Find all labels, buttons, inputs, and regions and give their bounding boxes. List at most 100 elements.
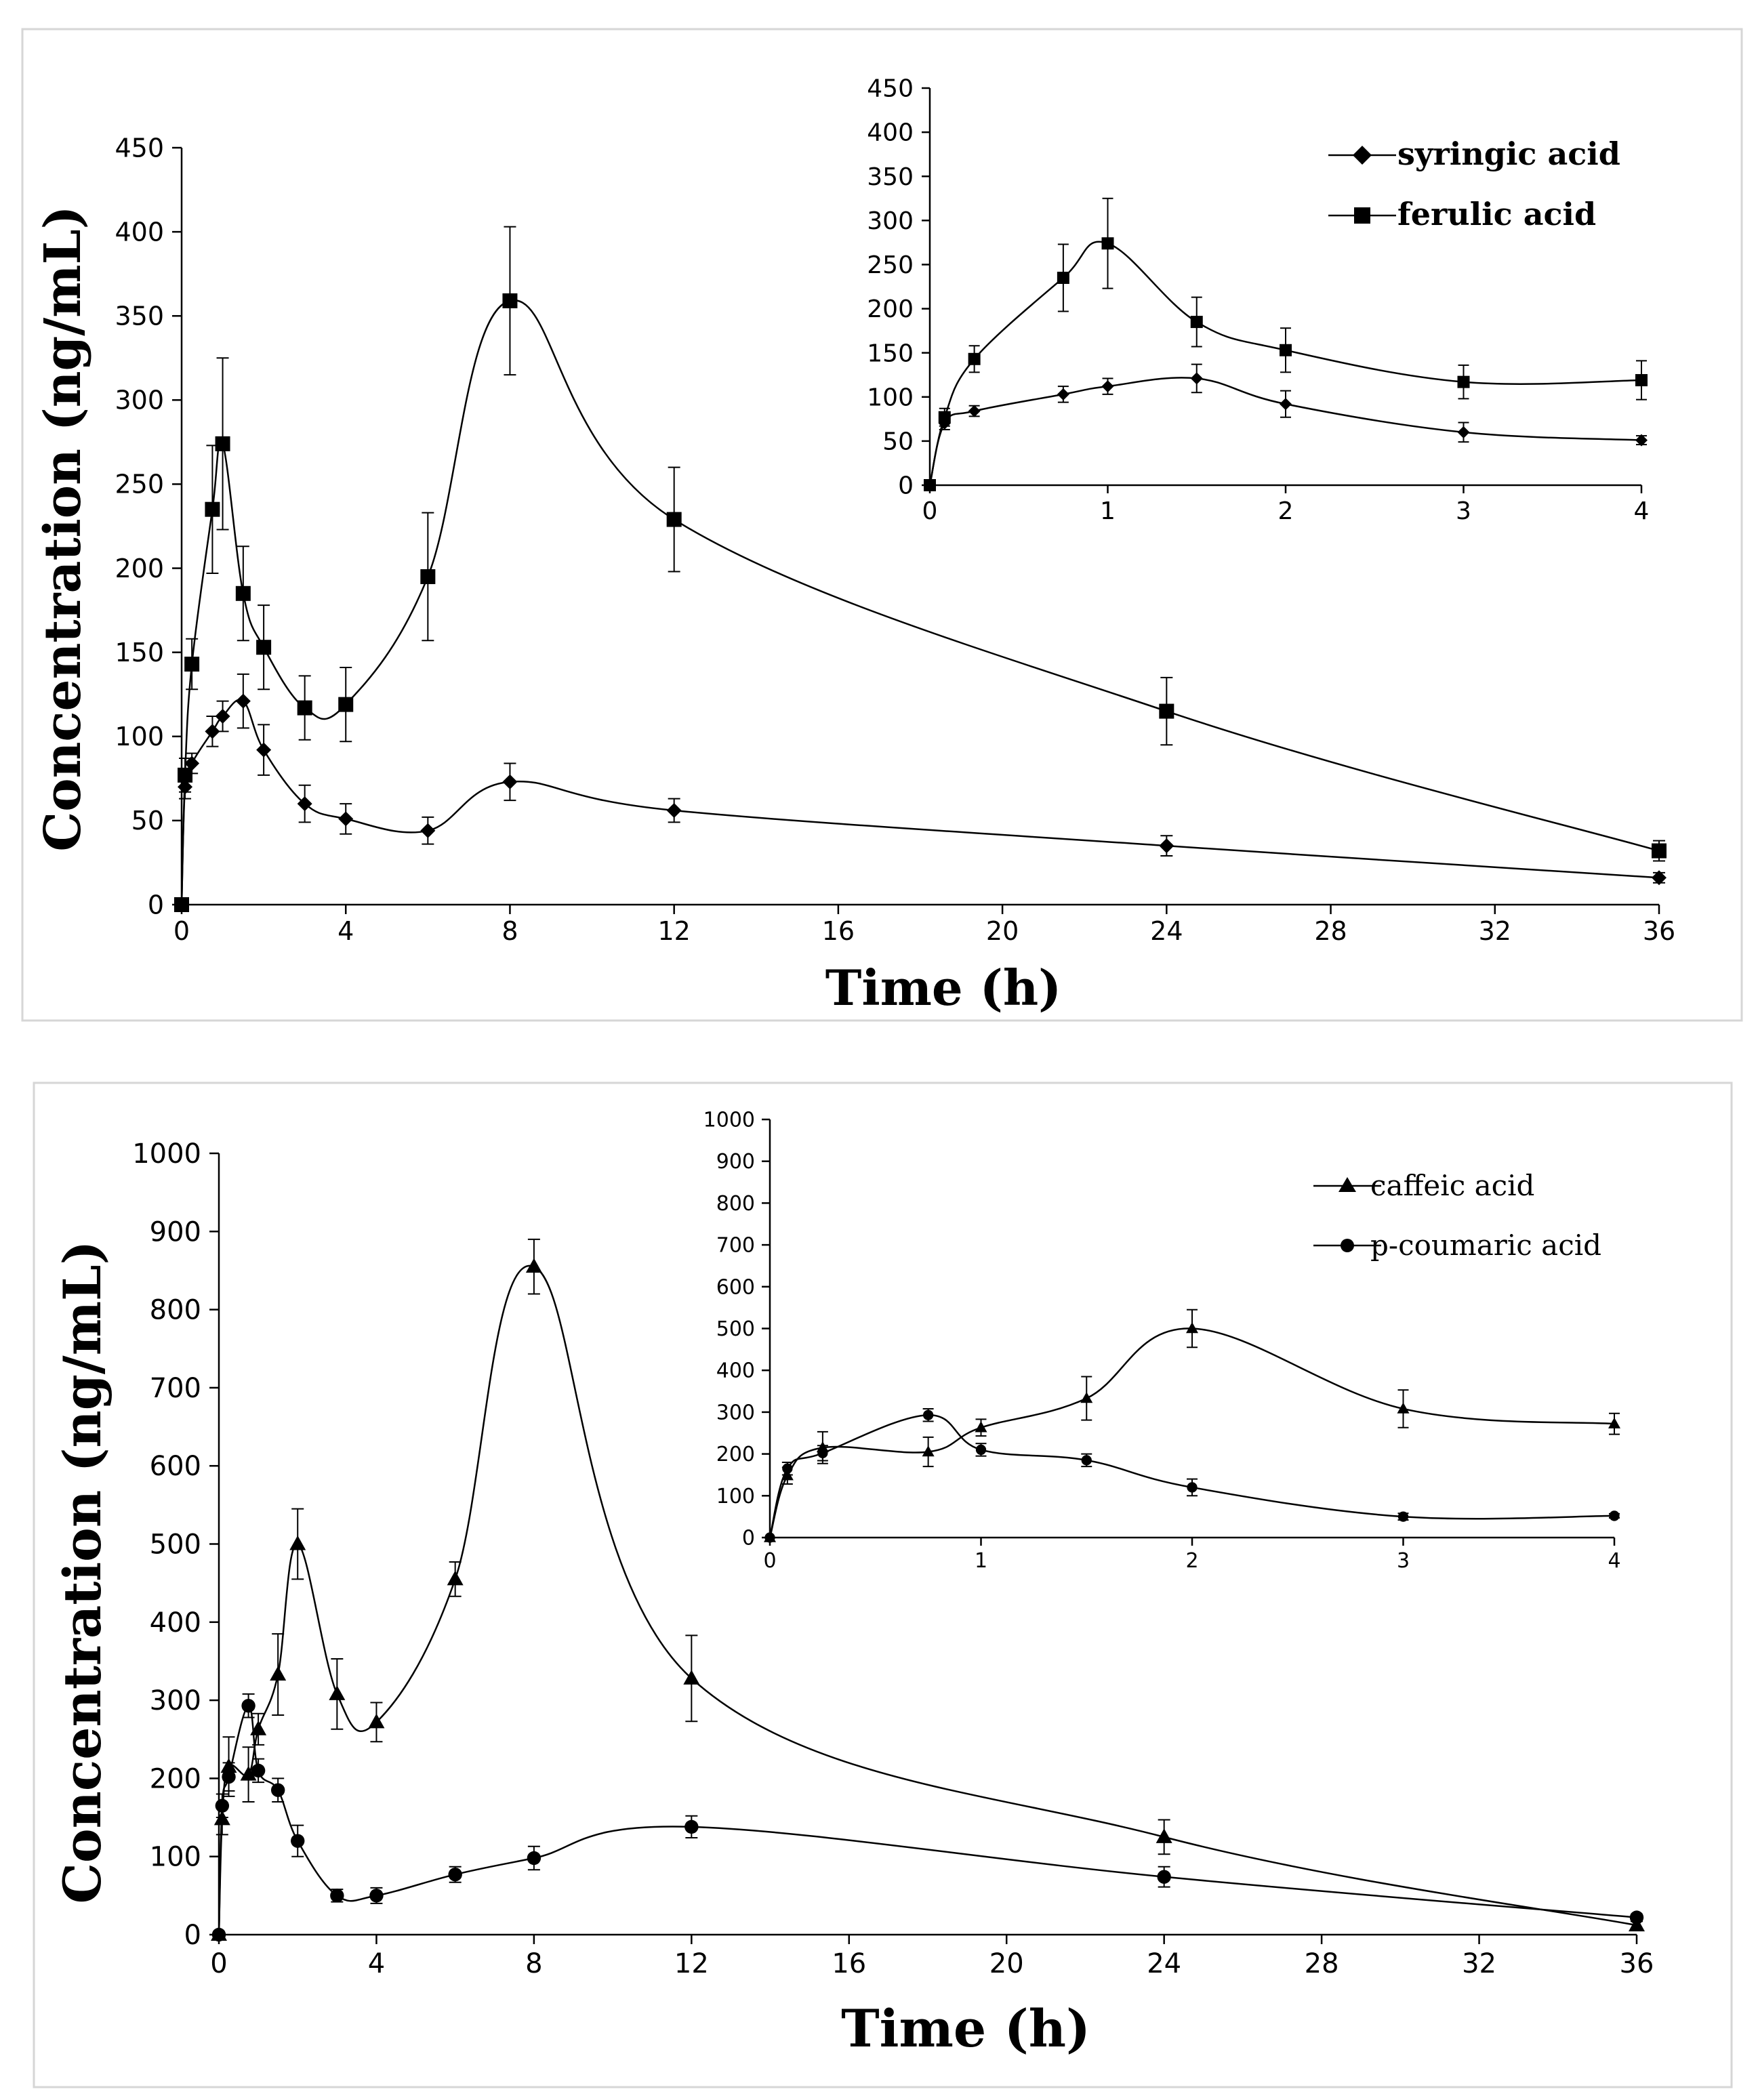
y-tick-label: 0 — [184, 1920, 201, 1951]
y-tick-label: 400 — [867, 119, 914, 147]
triangle-marker — [1397, 1402, 1410, 1414]
circle-marker — [369, 1889, 384, 1903]
diamond-marker — [420, 823, 436, 838]
circle-marker — [1397, 1511, 1409, 1522]
diamond-marker — [1101, 380, 1114, 393]
legend-label-p-coumaric: p-coumaric acid — [1370, 1229, 1601, 1262]
square-marker — [174, 897, 189, 912]
triangle-marker — [270, 1666, 287, 1681]
circle-marker — [222, 1769, 236, 1784]
x-tick-label: 8 — [525, 1948, 542, 1979]
y-tick-label: 350 — [867, 163, 914, 191]
diamond-marker — [666, 802, 682, 818]
circle-marker — [1187, 1482, 1198, 1493]
x-tick-label: 0 — [763, 1549, 776, 1573]
square-marker — [924, 479, 936, 491]
legend-square-icon — [1354, 207, 1370, 224]
circle-marker — [1157, 1870, 1171, 1884]
square-marker — [968, 352, 981, 365]
diamond-marker — [338, 811, 354, 827]
triangle-marker — [1608, 1417, 1620, 1428]
circle-marker — [251, 1763, 266, 1778]
y-tick-label: 150 — [115, 638, 164, 667]
x-tick-label: 3 — [1456, 497, 1471, 525]
circle-marker — [1609, 1510, 1620, 1521]
diamond-marker — [1159, 838, 1174, 854]
diamond-marker — [1190, 372, 1203, 385]
square-marker — [235, 585, 251, 601]
x-tick-label: 2 — [1278, 497, 1294, 525]
x-tick-label: 1 — [1100, 497, 1116, 525]
x-tick-label: 20 — [989, 1948, 1024, 1979]
series-line — [180, 699, 1660, 905]
square-marker — [666, 512, 682, 527]
square-marker — [420, 569, 436, 584]
circle-marker — [817, 1447, 828, 1459]
bottom-main-plot: 0 4 8 12 16 20 24 28 32 3601002003004005006007008… — [132, 1138, 1654, 1979]
square-marker — [1057, 271, 1069, 284]
y-tick-label: 350 — [115, 302, 164, 331]
triangle-marker — [525, 1258, 542, 1273]
triangle-marker — [250, 1721, 267, 1735]
y-tick-label: 0 — [898, 472, 914, 500]
x-tick-label: 20 — [986, 916, 1019, 946]
bottom-y-axis-title: Concentration (ng/mL) — [52, 1240, 113, 1903]
circle-marker — [782, 1463, 793, 1474]
square-marker — [502, 293, 518, 308]
square-marker — [178, 767, 193, 783]
bottom-inset-legend: caffeic acid p-coumaric acid — [1313, 1169, 1601, 1262]
diamond-marker — [1280, 398, 1292, 411]
diamond-marker — [205, 724, 220, 739]
y-tick-label: 200 — [115, 554, 164, 583]
x-tick-label: 4 — [1608, 1549, 1620, 1573]
square-marker — [1101, 237, 1114, 250]
series-syringic-acid — [174, 673, 1667, 912]
square-marker — [1652, 843, 1667, 859]
square-marker — [1457, 375, 1470, 388]
y-tick-label: 200 — [867, 295, 914, 323]
triangle-marker — [240, 1766, 257, 1781]
series-ferulic-acid — [924, 197, 1648, 491]
square-marker — [184, 657, 200, 672]
legend-diamond-icon — [1353, 146, 1372, 165]
circle-marker — [215, 1798, 230, 1813]
diamond-marker — [297, 796, 312, 812]
y-tick-label: 100 — [150, 1842, 201, 1873]
x-tick-label: 36 — [1620, 1948, 1654, 1979]
x-tick-label: 16 — [832, 1948, 866, 1979]
diamond-marker — [1457, 426, 1470, 438]
y-tick-label: 50 — [131, 806, 164, 836]
y-tick-label: 800 — [150, 1295, 201, 1326]
diamond-marker — [235, 693, 251, 709]
y-tick-label: 800 — [716, 1192, 755, 1216]
diamond-marker — [256, 742, 272, 758]
x-tick-label: 3 — [1397, 1549, 1410, 1573]
x-tick-label: 4 — [338, 916, 354, 946]
x-tick-label: 0 — [210, 1948, 227, 1979]
y-tick-label: 500 — [716, 1317, 755, 1341]
circle-marker — [764, 1532, 775, 1543]
triangle-marker — [1156, 1828, 1172, 1843]
legend-circle-icon — [1341, 1239, 1354, 1252]
bottom-panel-frame — [33, 1082, 1733, 2088]
y-tick-label: 900 — [716, 1150, 755, 1174]
top-x-axis-title: Time (h) — [825, 959, 1061, 1016]
top-main-plot: 0 4 8 12 16 20 24 28 32 3605010015020025030035040… — [115, 133, 1675, 946]
diamond-marker — [968, 405, 981, 417]
series-ferulic-acid — [174, 226, 1667, 912]
square-marker — [1280, 344, 1292, 356]
diamond-marker — [1635, 434, 1648, 447]
circle-marker — [211, 1927, 226, 1942]
legend-triangle-icon — [1338, 1177, 1356, 1192]
legend-label-ferulic: ferulic acid — [1397, 196, 1596, 232]
y-tick-label: 300 — [150, 1685, 201, 1716]
y-tick-label: 200 — [716, 1443, 755, 1466]
diamond-marker — [1652, 870, 1667, 886]
bottom-x-axis-title: Time (h) — [841, 1998, 1090, 2059]
y-tick-label: 200 — [150, 1763, 201, 1794]
y-tick-label: 100 — [115, 722, 164, 752]
triangle-marker — [975, 1421, 987, 1433]
series-p-coumaric-acid — [764, 1407, 1620, 1543]
x-tick-label: 12 — [674, 1948, 709, 1979]
